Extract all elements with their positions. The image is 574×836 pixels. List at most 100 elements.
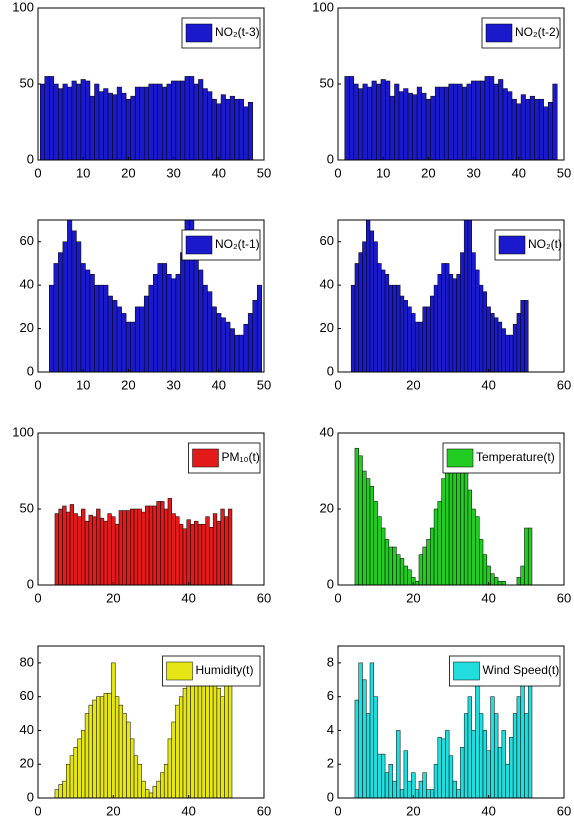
- bar: [516, 103, 522, 160]
- x-tick-label: 30: [166, 165, 180, 180]
- bar: [373, 241, 378, 372]
- bar: [190, 671, 195, 798]
- bar: [76, 241, 82, 372]
- bar: [445, 730, 450, 798]
- bar: [367, 86, 373, 160]
- bar: [227, 508, 233, 585]
- x-tick-label: 40: [181, 803, 195, 818]
- bar: [238, 334, 244, 372]
- bar: [49, 284, 55, 372]
- bar: [54, 513, 59, 585]
- bar: [441, 263, 446, 372]
- bar: [139, 86, 145, 160]
- bar: [366, 478, 371, 585]
- bar: [399, 295, 405, 372]
- bar: [209, 671, 214, 798]
- bar: [227, 682, 233, 798]
- bar: [425, 98, 431, 160]
- bar: [502, 88, 508, 160]
- bar: [160, 501, 165, 585]
- bar: [71, 80, 77, 160]
- bar: [509, 736, 514, 798]
- bar: [407, 306, 412, 372]
- bar: [40, 83, 46, 160]
- bar: [67, 220, 73, 372]
- bar: [229, 95, 235, 160]
- bar: [479, 284, 484, 372]
- bar: [407, 569, 412, 585]
- bar: [494, 317, 499, 372]
- bar: [489, 76, 495, 160]
- y-tick-label: 0: [27, 789, 34, 804]
- bar: [407, 92, 413, 160]
- legend-box: [181, 17, 261, 49]
- bar: [463, 470, 469, 585]
- bar: [412, 94, 418, 160]
- bar: [547, 101, 553, 160]
- bar: [466, 83, 472, 160]
- legend-label: NO₂(t-3): [215, 25, 260, 39]
- bar: [121, 313, 127, 372]
- bar: [141, 511, 146, 585]
- bar: [433, 284, 439, 372]
- x-tick-label: 20: [406, 803, 420, 818]
- bar: [403, 565, 408, 585]
- bar: [229, 328, 235, 372]
- bar: [94, 83, 100, 160]
- bar: [467, 489, 472, 585]
- x-tick-label: 40: [512, 165, 526, 180]
- bar: [162, 263, 168, 372]
- bar: [85, 269, 91, 372]
- bar: [475, 80, 481, 160]
- bar: [403, 88, 409, 160]
- y-tick-label: 0: [327, 363, 334, 378]
- bar: [198, 79, 204, 160]
- bar: [194, 520, 199, 585]
- bar: [145, 505, 150, 585]
- y-tick-label: 0: [27, 576, 34, 591]
- bar: [220, 94, 226, 160]
- bar: [511, 98, 517, 160]
- bar: [490, 696, 495, 798]
- bar: [205, 516, 210, 585]
- bar: [107, 295, 113, 372]
- legend-swatch: [166, 661, 193, 681]
- bar: [76, 83, 82, 160]
- bar: [118, 704, 123, 798]
- bar: [157, 263, 163, 372]
- y-tick-label: 20: [20, 320, 34, 335]
- bar: [362, 470, 367, 585]
- bar: [396, 284, 401, 372]
- bar: [373, 696, 378, 798]
- bar: [107, 693, 112, 798]
- y-tick-label: 60: [20, 233, 34, 248]
- x-tick-label: 50: [257, 377, 271, 392]
- bar: [471, 730, 476, 798]
- bar: [460, 459, 465, 585]
- y-tick-label: 0: [327, 151, 334, 166]
- bar: [216, 520, 221, 585]
- bar: [130, 738, 135, 798]
- bar: [384, 274, 390, 372]
- bar: [358, 662, 363, 798]
- bar: [462, 86, 468, 160]
- y-tick-label: 80: [20, 654, 34, 669]
- bar: [398, 91, 404, 160]
- bar: [509, 334, 514, 372]
- bar: [384, 772, 390, 798]
- x-tick-label: 40: [481, 377, 495, 392]
- bar: [62, 241, 68, 372]
- bar: [388, 546, 393, 585]
- bar: [243, 323, 249, 372]
- x-tick-label: 30: [466, 165, 480, 180]
- bar: [220, 508, 225, 585]
- bar: [471, 252, 476, 372]
- y-tick-label: 50: [320, 75, 334, 90]
- bar: [418, 780, 424, 798]
- bar: [524, 527, 529, 585]
- y-tick-label: 4: [327, 722, 334, 737]
- x-tick-label: 40: [212, 377, 226, 392]
- bar: [186, 519, 191, 585]
- y-tick-label: 100: [312, 0, 334, 14]
- bar: [148, 284, 154, 372]
